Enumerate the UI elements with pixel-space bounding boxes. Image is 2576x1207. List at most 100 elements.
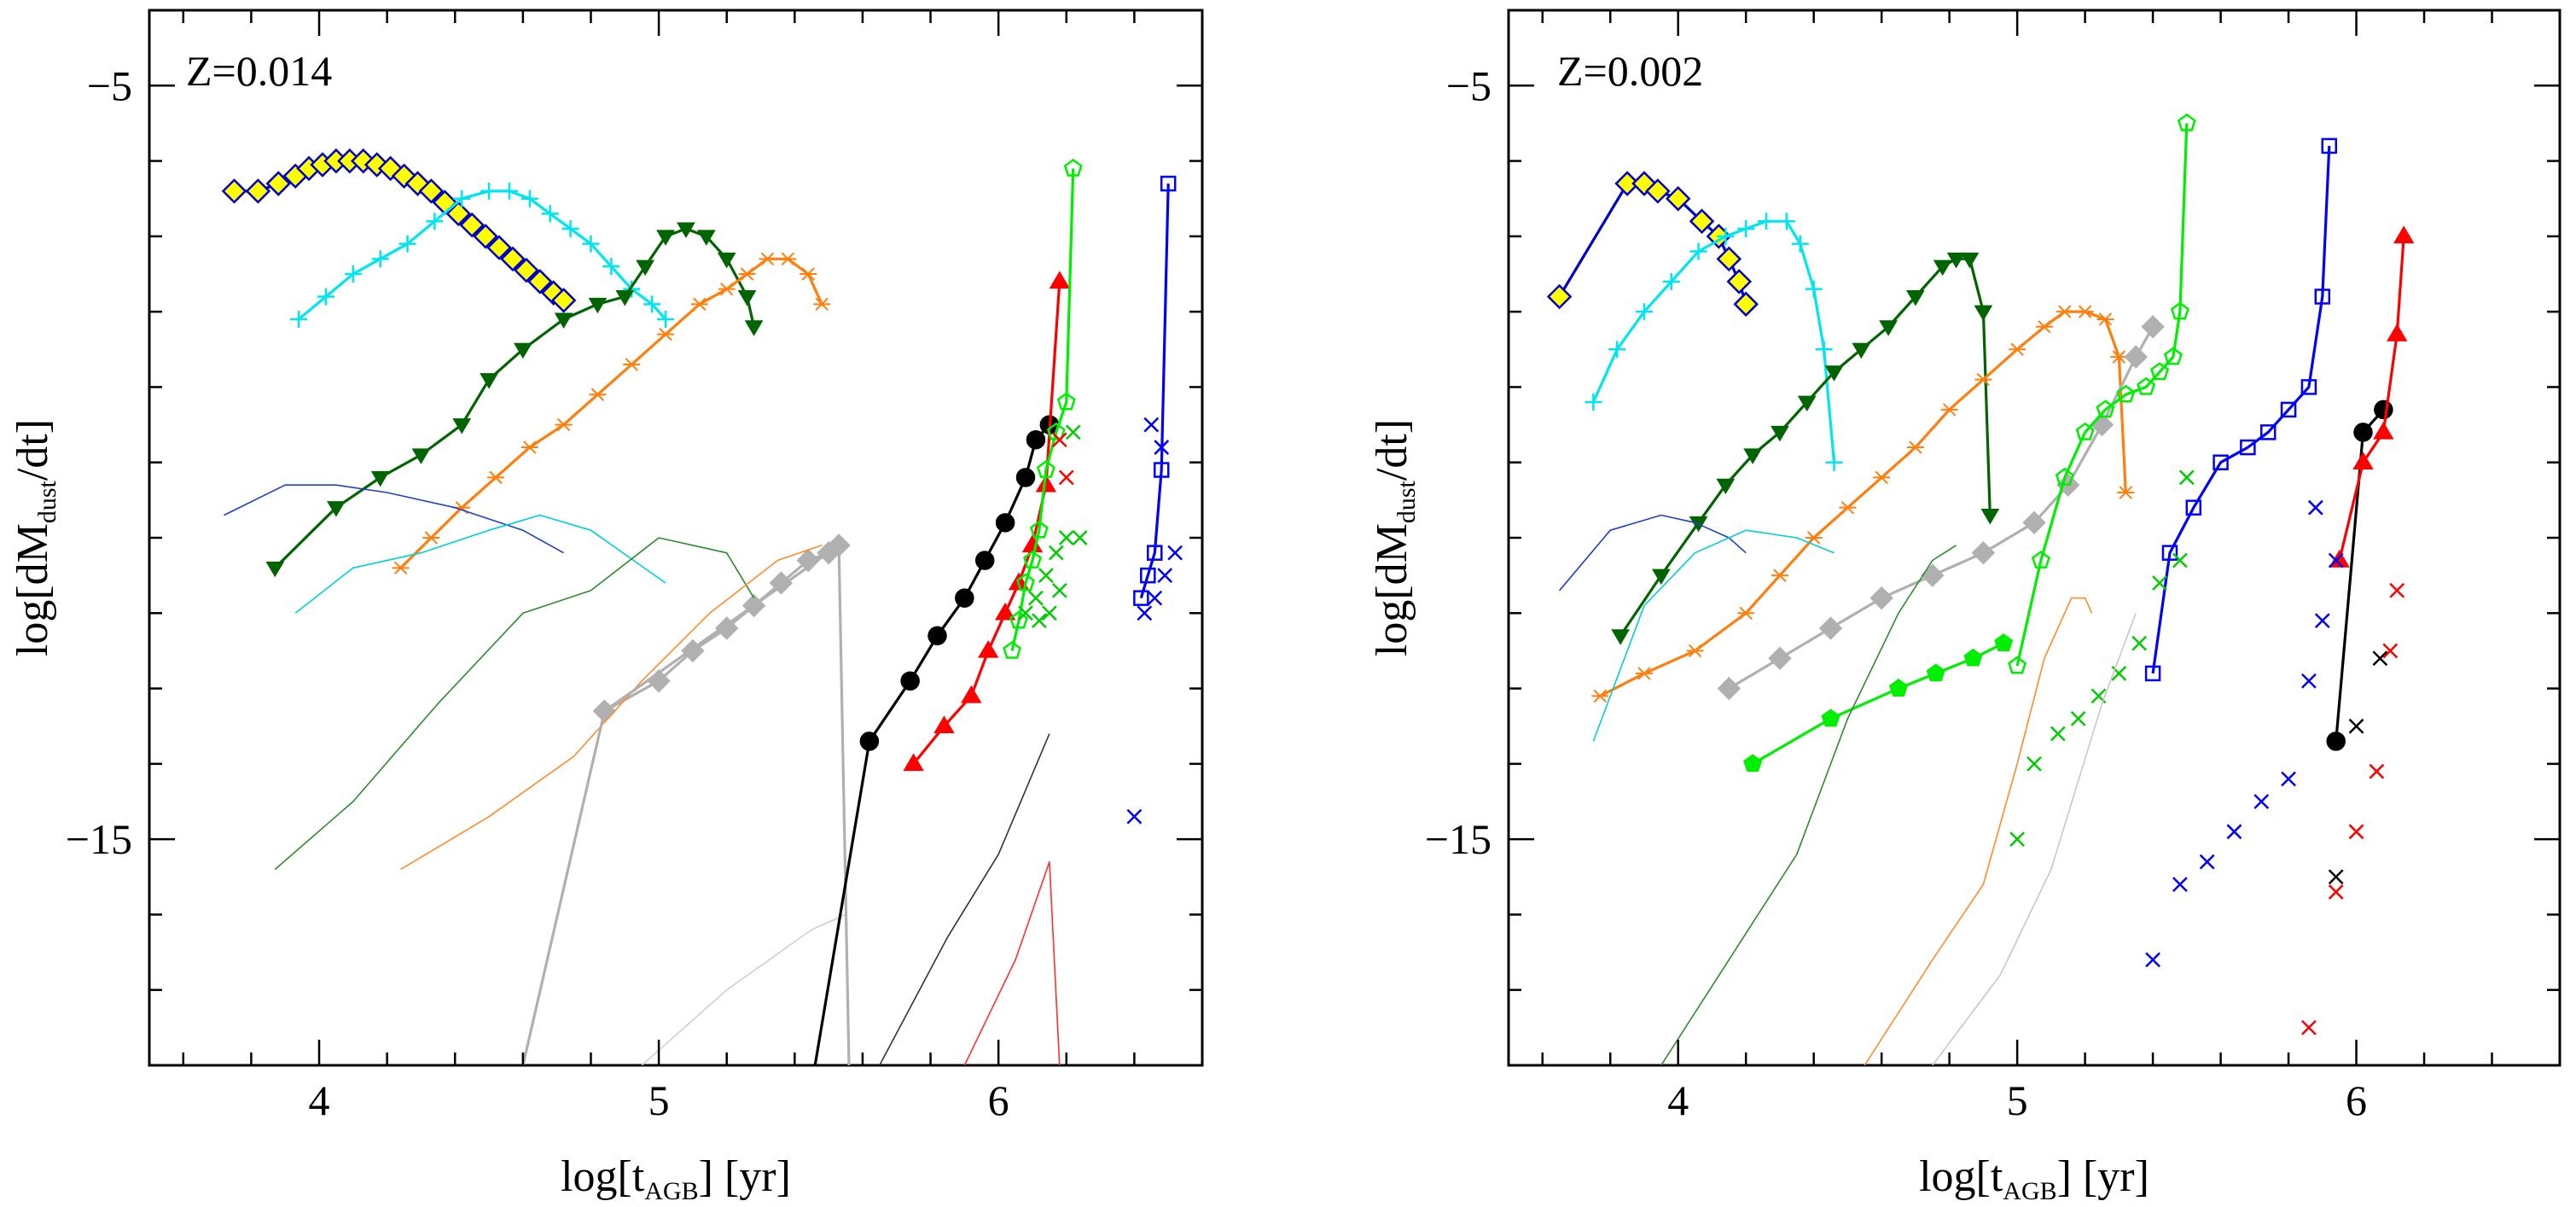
data-point-darkgreen-triangle: [1611, 629, 1631, 645]
data-point-orange-asterisk: [2096, 312, 2114, 326]
series-red-triangle: [903, 271, 1070, 772]
data-point-blue-square: [2144, 665, 2161, 682]
data-point-cyan-plus: [371, 250, 389, 268]
series-thin-blue: [1558, 514, 1747, 592]
data-point-darkgreen-triangle: [480, 373, 498, 389]
data-point-green-pentagon: [2075, 422, 2095, 440]
series-black-x: [2328, 650, 2388, 885]
data-point-blue-square: [1160, 175, 1177, 192]
data-point-orange-asterisk: [520, 440, 538, 454]
series-line-thin-orange: [1864, 597, 2093, 1065]
data-point-orange-asterisk: [1906, 440, 1924, 454]
data-point-green-x: [2172, 552, 2188, 569]
data-point-green-x: [2026, 755, 2042, 772]
data-point-cyan-plus: [602, 258, 620, 276]
series-darkgreen-triangle: [1611, 252, 2000, 645]
data-point-gray-diamond: [1717, 676, 1742, 701]
data-point-yellow-diamond: [245, 178, 271, 204]
data-point-blue-x: [2253, 794, 2270, 809]
data-point-blue-x: [1137, 605, 1153, 621]
y-tick-label: −15: [66, 815, 132, 863]
data-point-darkgreen-triangle: [452, 418, 472, 434]
series-line-gray-diamond: [1728, 326, 2154, 690]
y-axis-title: log[dMdust/dt]: [9, 419, 61, 656]
data-point-red-triangle: [994, 602, 1016, 621]
data-point-green-pentagon: [1056, 392, 1076, 411]
data-point-green-pentagon-filled: [1963, 648, 1983, 667]
data-point-red-x: [1058, 469, 1074, 486]
data-point-orange-asterisk: [2009, 342, 2026, 356]
series-black-drop: [813, 741, 871, 1065]
data-point-cyan-plus: [453, 190, 471, 207]
data-point-darkgreen-triangle: [1824, 365, 1844, 382]
series-thin-orange: [1864, 597, 2093, 1065]
data-point-yellow-diamond: [500, 246, 526, 272]
series-line-thin-black: [879, 733, 1050, 1065]
data-point-cyan-plus: [290, 310, 308, 328]
data-point-red-x: [2301, 1019, 2317, 1035]
data-point-red-triangle: [2393, 225, 2415, 244]
data-point-red-x: [1051, 432, 1067, 448]
series-line-cyan-plus: [1591, 219, 1836, 463]
data-point-darkgreen-triangle: [370, 470, 390, 487]
data-point-darkgreen-triangle: [737, 289, 757, 306]
data-point-gray-diamond: [1869, 586, 1893, 610]
data-point-black-x: [2348, 718, 2364, 734]
data-point-black-circle: [2326, 732, 2346, 751]
data-point-yellow-diamond: [221, 178, 247, 204]
x-axis-title: log[tAGB] [yr]: [1919, 1152, 2149, 1205]
data-point-cyan-plus: [1805, 280, 1823, 298]
data-point-green-x: [1048, 545, 1064, 561]
data-point-green-x: [1058, 530, 1074, 545]
data-point-yellow-diamond: [550, 288, 577, 313]
data-point-yellow-diamond: [1726, 269, 1753, 294]
series-line-thin-cyan: [1592, 529, 1835, 742]
data-point-green-pentagon: [2116, 384, 2136, 403]
data-point-blue-square: [1153, 462, 1170, 478]
data-point-red-x: [2328, 884, 2344, 900]
data-point-cyan-plus: [1662, 272, 1680, 290]
data-point-orange-asterisk: [759, 252, 776, 266]
series-darkgreen-triangle: [265, 222, 764, 578]
data-point-darkgreen-triangle: [636, 259, 655, 277]
panel-label: Z=0.014: [186, 47, 332, 95]
series-green-x: [1018, 424, 1088, 628]
data-point-green-pentagon-filled: [1821, 708, 1840, 727]
data-point-green-x: [1018, 605, 1033, 621]
data-point-yellow-diamond: [1716, 246, 1742, 272]
series-red-triangle: [2329, 225, 2415, 568]
data-point-darkgreen-triangle: [1980, 509, 2000, 525]
data-point-orange-asterisk: [487, 470, 505, 485]
data-point-red-triangle: [978, 639, 999, 658]
data-point-blue-x: [1154, 440, 1170, 455]
data-point-red-triangle: [2373, 421, 2394, 440]
y-tick-label: −5: [87, 61, 132, 109]
x-tick-label: 4: [1667, 1076, 1689, 1124]
data-point-orange-asterisk: [555, 417, 573, 432]
data-point-gray-diamond: [715, 616, 739, 640]
data-point-cyan-plus: [1585, 394, 1602, 411]
data-point-blue-x: [1147, 590, 1163, 606]
series-green-pentagon-filled: [1743, 633, 2014, 773]
series-yellow-diamond: [221, 148, 577, 313]
data-point-cyan-plus: [344, 265, 362, 283]
data-point-green-pentagon-filled: [1743, 754, 1763, 773]
series-line-darkgreen-triangle: [1619, 257, 1992, 637]
data-point-blue-x: [2281, 771, 2296, 787]
data-point-green-pentagon-filled: [1889, 679, 1908, 697]
x-tick-label: 5: [2007, 1076, 2028, 1124]
data-point-gray-diamond: [796, 548, 820, 573]
data-point-yellow-diamond: [1546, 283, 1573, 310]
data-point-yellow-diamond: [514, 257, 539, 283]
series-thin-darkgreen: [1660, 545, 1957, 1065]
series-blue-x: [1126, 417, 1183, 825]
data-point-gray-diamond: [1768, 646, 1792, 670]
data-point-green-x: [1032, 613, 1047, 628]
data-point-orange-asterisk: [813, 297, 831, 312]
series-cyan-plus: [1585, 213, 1843, 471]
data-point-red-x: [2389, 582, 2405, 598]
x-axis-title: log[tAGB] [yr]: [561, 1152, 791, 1205]
data-point-black-circle: [955, 588, 974, 608]
series-gray-diamond: [1717, 315, 2165, 701]
data-point-cyan-plus: [541, 205, 559, 223]
